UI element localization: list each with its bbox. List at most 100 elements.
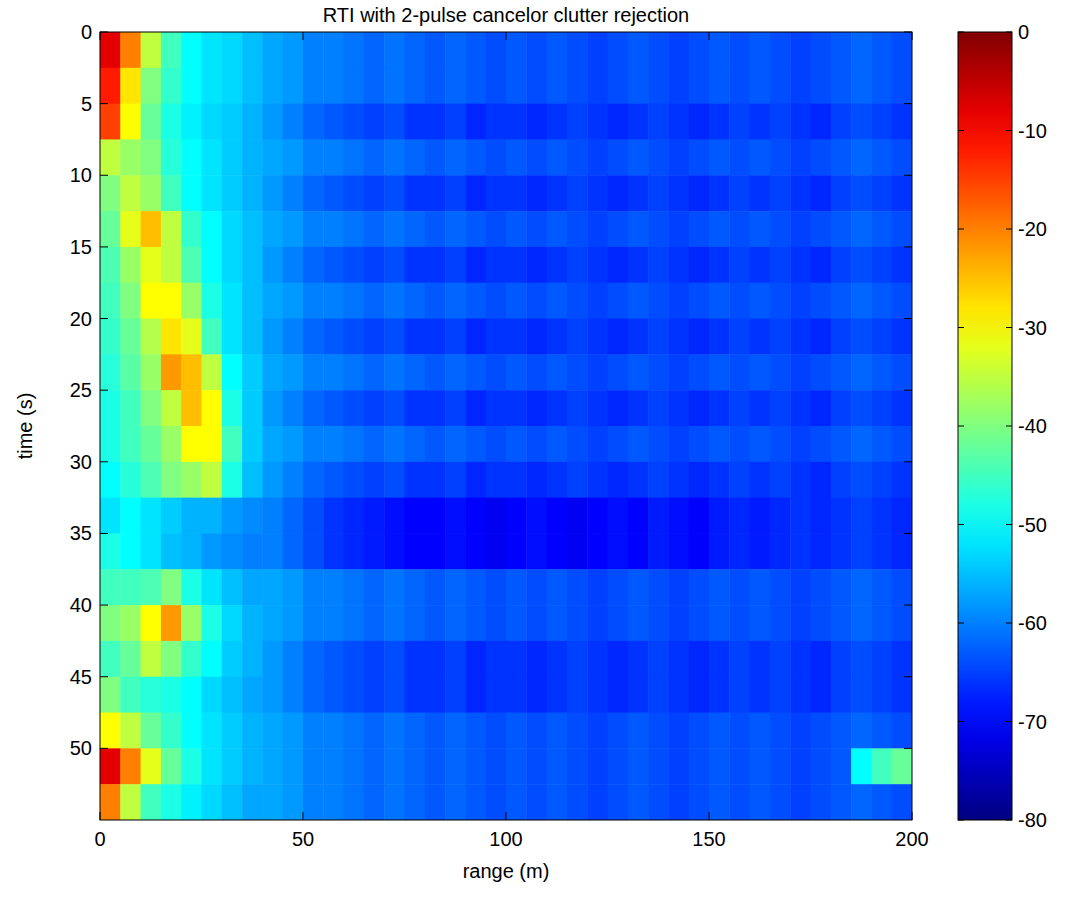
cell bbox=[689, 211, 710, 247]
colorbar-tick-label: -20 bbox=[1018, 218, 1047, 240]
cell bbox=[871, 283, 892, 319]
cell bbox=[608, 677, 629, 713]
cell bbox=[709, 104, 730, 140]
cell bbox=[770, 784, 791, 820]
cell bbox=[648, 713, 669, 749]
cell bbox=[709, 462, 730, 498]
cell bbox=[770, 641, 791, 677]
cell bbox=[709, 32, 730, 68]
cell bbox=[892, 462, 912, 498]
cell bbox=[526, 677, 547, 713]
cell bbox=[892, 533, 912, 569]
cell bbox=[547, 498, 568, 534]
cell bbox=[425, 605, 446, 641]
cell bbox=[790, 139, 811, 175]
cell bbox=[831, 104, 852, 140]
cell bbox=[100, 175, 121, 211]
cell bbox=[202, 677, 223, 713]
cell bbox=[587, 104, 608, 140]
cell bbox=[648, 139, 669, 175]
cell bbox=[344, 677, 365, 713]
cell bbox=[790, 605, 811, 641]
cell bbox=[770, 247, 791, 283]
cell bbox=[283, 426, 304, 462]
cell bbox=[892, 283, 912, 319]
cell bbox=[425, 569, 446, 605]
cell bbox=[323, 68, 344, 104]
cell bbox=[222, 390, 243, 426]
cell bbox=[689, 247, 710, 283]
cell bbox=[729, 498, 750, 534]
cell bbox=[709, 68, 730, 104]
cell bbox=[547, 175, 568, 211]
cell bbox=[871, 354, 892, 390]
cell bbox=[303, 533, 324, 569]
cell bbox=[323, 390, 344, 426]
cell bbox=[202, 32, 223, 68]
cell bbox=[384, 139, 405, 175]
cell bbox=[465, 605, 486, 641]
cell bbox=[120, 677, 141, 713]
cell bbox=[567, 139, 588, 175]
cell bbox=[892, 68, 912, 104]
y-tick bbox=[100, 605, 108, 606]
colorbar-tick bbox=[1006, 327, 1012, 328]
cell bbox=[384, 283, 405, 319]
cell bbox=[100, 462, 121, 498]
y-tick-label: 20 bbox=[70, 308, 92, 330]
cell bbox=[100, 319, 121, 355]
cell bbox=[120, 175, 141, 211]
cell bbox=[465, 641, 486, 677]
cell bbox=[120, 211, 141, 247]
cell bbox=[283, 390, 304, 426]
cell bbox=[811, 211, 832, 247]
cell bbox=[465, 319, 486, 355]
cell bbox=[668, 498, 689, 534]
cell bbox=[648, 32, 669, 68]
cell bbox=[729, 713, 750, 749]
cell bbox=[871, 569, 892, 605]
cell bbox=[689, 319, 710, 355]
cell bbox=[811, 247, 832, 283]
cell bbox=[384, 713, 405, 749]
cell bbox=[648, 211, 669, 247]
cell bbox=[486, 605, 507, 641]
cell bbox=[547, 283, 568, 319]
cell bbox=[262, 104, 283, 140]
cell bbox=[120, 68, 141, 104]
cell bbox=[120, 283, 141, 319]
cell bbox=[181, 104, 202, 140]
cell bbox=[689, 354, 710, 390]
cell bbox=[831, 211, 852, 247]
cell bbox=[770, 390, 791, 426]
cell bbox=[283, 677, 304, 713]
cell bbox=[425, 319, 446, 355]
cell bbox=[344, 784, 365, 820]
colorbar-tick bbox=[1006, 130, 1012, 131]
cell bbox=[709, 139, 730, 175]
cell bbox=[405, 498, 426, 534]
x-tick bbox=[506, 32, 507, 40]
cell bbox=[486, 748, 507, 784]
cell bbox=[547, 784, 568, 820]
chart: RTI with 2-pulse cancelor clutter reject… bbox=[0, 0, 1067, 898]
cell bbox=[526, 533, 547, 569]
cell bbox=[608, 283, 629, 319]
cell bbox=[871, 139, 892, 175]
cell bbox=[161, 32, 182, 68]
cell bbox=[587, 283, 608, 319]
cell bbox=[181, 569, 202, 605]
cell bbox=[161, 104, 182, 140]
cell bbox=[262, 175, 283, 211]
cell bbox=[262, 211, 283, 247]
cell bbox=[811, 354, 832, 390]
cell bbox=[526, 462, 547, 498]
cell bbox=[283, 175, 304, 211]
cell bbox=[486, 247, 507, 283]
cell bbox=[384, 319, 405, 355]
cell bbox=[405, 462, 426, 498]
y-tick-label: 35 bbox=[70, 522, 92, 544]
cell bbox=[628, 319, 649, 355]
cell bbox=[283, 605, 304, 641]
cell bbox=[262, 283, 283, 319]
